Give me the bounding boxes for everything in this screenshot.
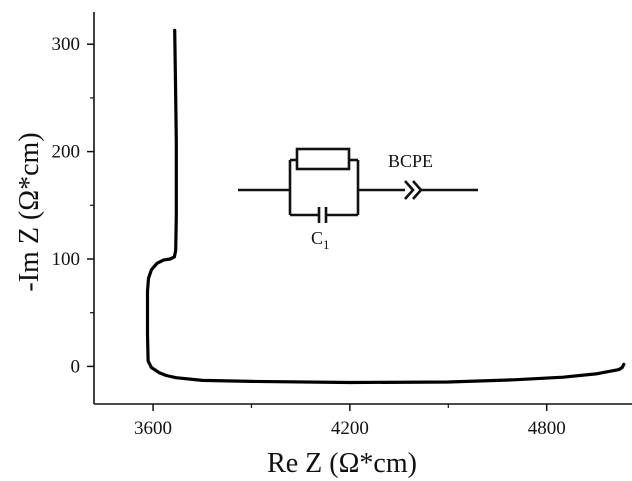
y-tick-label: 300 bbox=[52, 34, 81, 55]
capacitor-label-subscript: 1 bbox=[323, 237, 330, 252]
y-tick-label: 100 bbox=[52, 249, 81, 270]
x-tick-label: 4800 bbox=[528, 418, 566, 439]
capacitor-label-main: C bbox=[311, 228, 323, 248]
x-tick-label: 3600 bbox=[134, 418, 172, 439]
y-axis-title: -Im Z (Ω*cm) bbox=[14, 132, 45, 291]
equivalent-circuit-inset: BCPE C1 bbox=[238, 147, 478, 252]
resistor-symbol bbox=[295, 147, 351, 171]
cpe-label: BCPE bbox=[388, 151, 433, 171]
cpe-symbol-chevron-1 bbox=[404, 180, 415, 200]
plot-area bbox=[145, 28, 626, 385]
y-tick-label: 200 bbox=[52, 142, 81, 163]
capacitor-label: C1 bbox=[311, 228, 330, 252]
x-ticks: 3600 4200 4800 bbox=[134, 404, 566, 439]
x-tick-label: 4200 bbox=[331, 418, 369, 439]
impedance-series-line bbox=[145, 28, 626, 385]
x-axis-title: Re Z (Ω*cm) bbox=[267, 448, 417, 479]
axes: 0 100 200 300 3600 4200 4800 bbox=[52, 12, 632, 439]
y-ticks: 0 100 200 300 bbox=[52, 34, 94, 377]
y-tick-label: 0 bbox=[71, 356, 81, 377]
